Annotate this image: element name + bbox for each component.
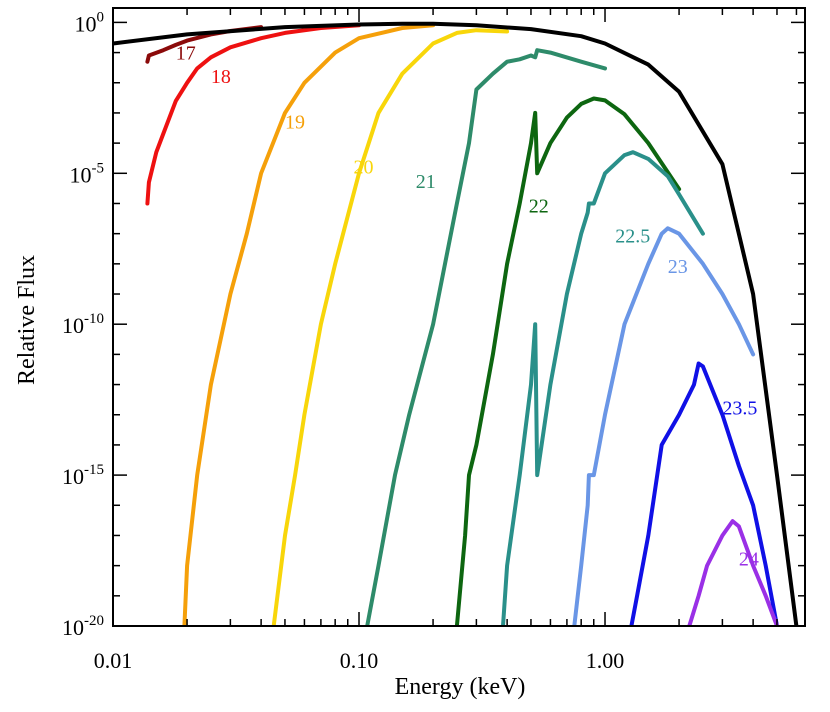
y-axis-title: Relative Flux: [14, 255, 40, 385]
series-line-22-5: [501, 150, 705, 626]
y-axis: 100 10-5 10-10 10-15 10-20: [62, 9, 805, 640]
x-tick-label: 0.10: [340, 648, 379, 673]
curve-label-22-5: 22.5: [615, 226, 650, 248]
series-line-22: [454, 96, 682, 626]
series-line-21: [365, 48, 607, 626]
y-tick-label: 10-20: [62, 613, 104, 640]
y-tick-label: 10-15: [62, 462, 104, 489]
curve-label-17: 17: [176, 42, 196, 64]
curve-label-21: 21: [416, 171, 436, 193]
curve-label-24: 24: [739, 549, 759, 571]
series-line-23: [572, 226, 756, 626]
series-layer: [113, 21, 799, 626]
curve-label-23-5: 23.5: [722, 398, 757, 420]
series-line-18: [145, 23, 361, 206]
series-line-20: [271, 28, 510, 626]
curve-label-23: 23: [668, 256, 688, 278]
x-axis-title: Energy (keV): [395, 674, 526, 700]
series-line-total: [113, 21, 799, 626]
y-tick-label: 10-5: [70, 160, 105, 187]
series-line-19: [182, 23, 436, 626]
x-tick-label: 0.01: [94, 648, 133, 673]
plot-frame: [112, 7, 806, 627]
x-axis: 0.01 0.10 1.00: [94, 8, 798, 673]
y-tick-label: 10-10: [62, 311, 104, 338]
curve-label-18: 18: [211, 66, 231, 88]
series-line-24: [687, 519, 779, 626]
curve-label-19: 19: [285, 112, 305, 134]
x-tick-label: 1.00: [586, 648, 625, 673]
curve-label-22: 22: [529, 196, 549, 218]
y-tick-label: 100: [75, 9, 105, 36]
series-line-23-5: [629, 361, 779, 626]
curve-labels: 17 18 19 20 21 22 22.5 23 23.5 24: [176, 42, 759, 570]
curve-label-20: 20: [354, 156, 374, 178]
